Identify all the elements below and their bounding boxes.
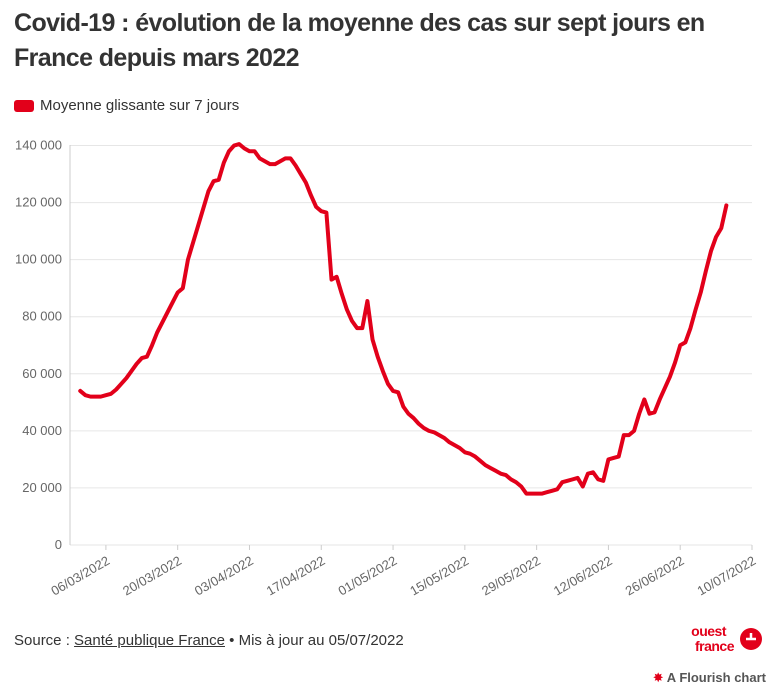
y-tick-label: 100 000 (15, 252, 62, 267)
y-tick-label: 120 000 (15, 195, 62, 210)
x-tick-label: 17/04/2022 (264, 553, 328, 599)
source-link[interactable]: Santé publique France (74, 632, 225, 649)
x-tick-label: 03/04/2022 (192, 553, 256, 599)
chart-title: Covid-19 : évolution de la moyenne des c… (14, 9, 705, 72)
y-tick-label: 140 000 (15, 138, 62, 153)
y-tick-label: 40 000 (22, 423, 62, 438)
legend: Moyenne glissante sur 7 jours (14, 97, 239, 114)
x-tick-label: 20/03/2022 (120, 553, 184, 599)
logo: ouest france (691, 624, 762, 654)
legend-label: Moyenne glissante sur 7 jours (40, 97, 240, 114)
x-tick-label: 10/07/2022 (694, 553, 758, 599)
x-tick-label: 29/05/2022 (479, 553, 543, 599)
logo-line: france (695, 638, 735, 654)
x-tick-label: 12/06/2022 (551, 553, 615, 599)
x-tick-label: 06/03/2022 (48, 553, 112, 599)
logo-mark-detail (746, 633, 756, 641)
credit[interactable]: ✸ A Flourish chart (652, 670, 766, 685)
y-tick-label: 0 (55, 537, 62, 552)
x-tick-label: 15/05/2022 (407, 553, 471, 599)
y-tick-label: 60 000 (22, 366, 62, 381)
logo-line: ouest (691, 624, 727, 639)
y-tick-label: 20 000 (22, 480, 62, 495)
legend-swatch (14, 99, 34, 112)
x-tick-label: 01/05/2022 (335, 553, 399, 599)
line-series (78, 142, 729, 496)
x-tick-label: 26/06/2022 (623, 553, 687, 599)
credit-text: A Flourish chart (666, 670, 766, 685)
chart: 0 20 000 40 000 60 000 80 000 100 000 120 000 1… (15, 138, 758, 599)
source: Source : Santé publique France • Mis à j… (14, 632, 404, 649)
source-prefix: Source : (14, 632, 70, 649)
y-tick-label: 80 000 (22, 309, 62, 324)
source-suffix: • Mis à jour au 05/07/2022 (229, 632, 404, 649)
